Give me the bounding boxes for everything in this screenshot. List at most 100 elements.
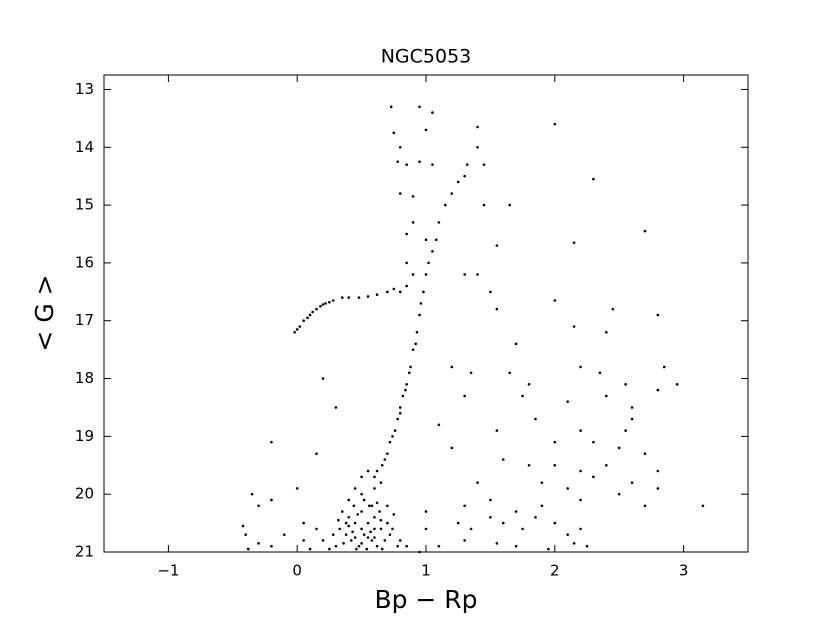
data-point [257, 542, 260, 545]
data-point [418, 313, 421, 317]
data-point [366, 469, 370, 473]
data-point [450, 192, 454, 195]
data-point [366, 536, 370, 539]
data-point [383, 458, 387, 461]
data-point [405, 261, 408, 265]
data-point [630, 481, 634, 484]
data-point [338, 527, 342, 531]
data-point [241, 524, 245, 528]
data-point [344, 521, 348, 525]
data-point [365, 547, 369, 551]
data-point [579, 498, 582, 502]
data-point [283, 533, 286, 536]
data-point [388, 533, 392, 536]
data-point [540, 504, 544, 508]
data-point [373, 516, 376, 519]
data-point [469, 527, 473, 531]
data-point [386, 290, 389, 294]
data-point [579, 527, 582, 531]
data-point [437, 544, 441, 548]
y-tick-label: 13 [75, 80, 94, 98]
data-point [244, 533, 247, 536]
data-point [422, 290, 425, 294]
data-point [396, 544, 399, 548]
data-point [409, 365, 412, 369]
data-point [379, 481, 383, 484]
data-point [501, 521, 505, 525]
data-point [369, 530, 372, 534]
data-point [534, 417, 537, 421]
data-point [624, 383, 627, 386]
data-point [435, 238, 438, 242]
data-point [605, 394, 608, 398]
y-tick-label: 20 [75, 485, 94, 503]
data-point [463, 394, 466, 398]
y-tick-label: 15 [75, 196, 94, 214]
data-point [353, 536, 357, 539]
data-point [315, 452, 318, 456]
data-point [566, 400, 569, 403]
data-point [392, 513, 396, 516]
data-point [514, 544, 518, 548]
data-point [415, 330, 419, 334]
data-point [656, 487, 660, 490]
data-point [311, 310, 314, 314]
y-tick-label: 17 [75, 311, 94, 329]
data-point [482, 163, 486, 166]
data-point [405, 163, 408, 166]
data-point [427, 261, 430, 265]
data-point [270, 544, 273, 548]
data-point [450, 365, 454, 369]
data-point [328, 300, 331, 304]
data-point [643, 452, 647, 456]
data-point [398, 406, 402, 409]
data-point [476, 125, 479, 129]
data-point [463, 174, 466, 178]
data-point [662, 365, 666, 369]
data-point [302, 521, 305, 525]
data-point [495, 429, 499, 432]
data-point [362, 533, 366, 536]
data-point [351, 530, 354, 534]
data-point [356, 513, 360, 516]
data-point [373, 536, 376, 539]
x-tick-label: 3 [679, 562, 689, 580]
data-point [388, 440, 392, 444]
data-point [675, 383, 679, 386]
y-axis-label: < G > [30, 274, 59, 351]
data-point [398, 290, 402, 294]
data-point [342, 542, 345, 545]
data-point [334, 406, 338, 409]
data-point [344, 533, 348, 536]
data-point [521, 527, 524, 531]
data-point [476, 481, 479, 484]
data-point [553, 463, 557, 467]
data-point [352, 504, 356, 508]
data-point [315, 527, 318, 531]
data-point [418, 160, 421, 164]
data-point [424, 273, 428, 276]
data-point [411, 221, 415, 224]
x-axis-label: Bp − Rp [374, 585, 477, 614]
data-point [534, 516, 537, 519]
data-point [370, 504, 374, 508]
data-point [298, 325, 302, 328]
data-point [656, 313, 660, 317]
data-point [373, 487, 376, 490]
data-point [383, 539, 387, 542]
data-point [527, 463, 531, 467]
data-point [373, 527, 376, 531]
data-point [334, 544, 338, 548]
data-point [357, 296, 361, 299]
data-point [643, 504, 647, 508]
data-point [379, 518, 383, 522]
data-point [270, 440, 273, 444]
data-point [424, 527, 428, 531]
data-point [456, 180, 460, 184]
data-point [306, 316, 309, 320]
data-point [302, 319, 305, 323]
y-tick-label: 16 [75, 253, 94, 271]
data-point [521, 394, 524, 398]
